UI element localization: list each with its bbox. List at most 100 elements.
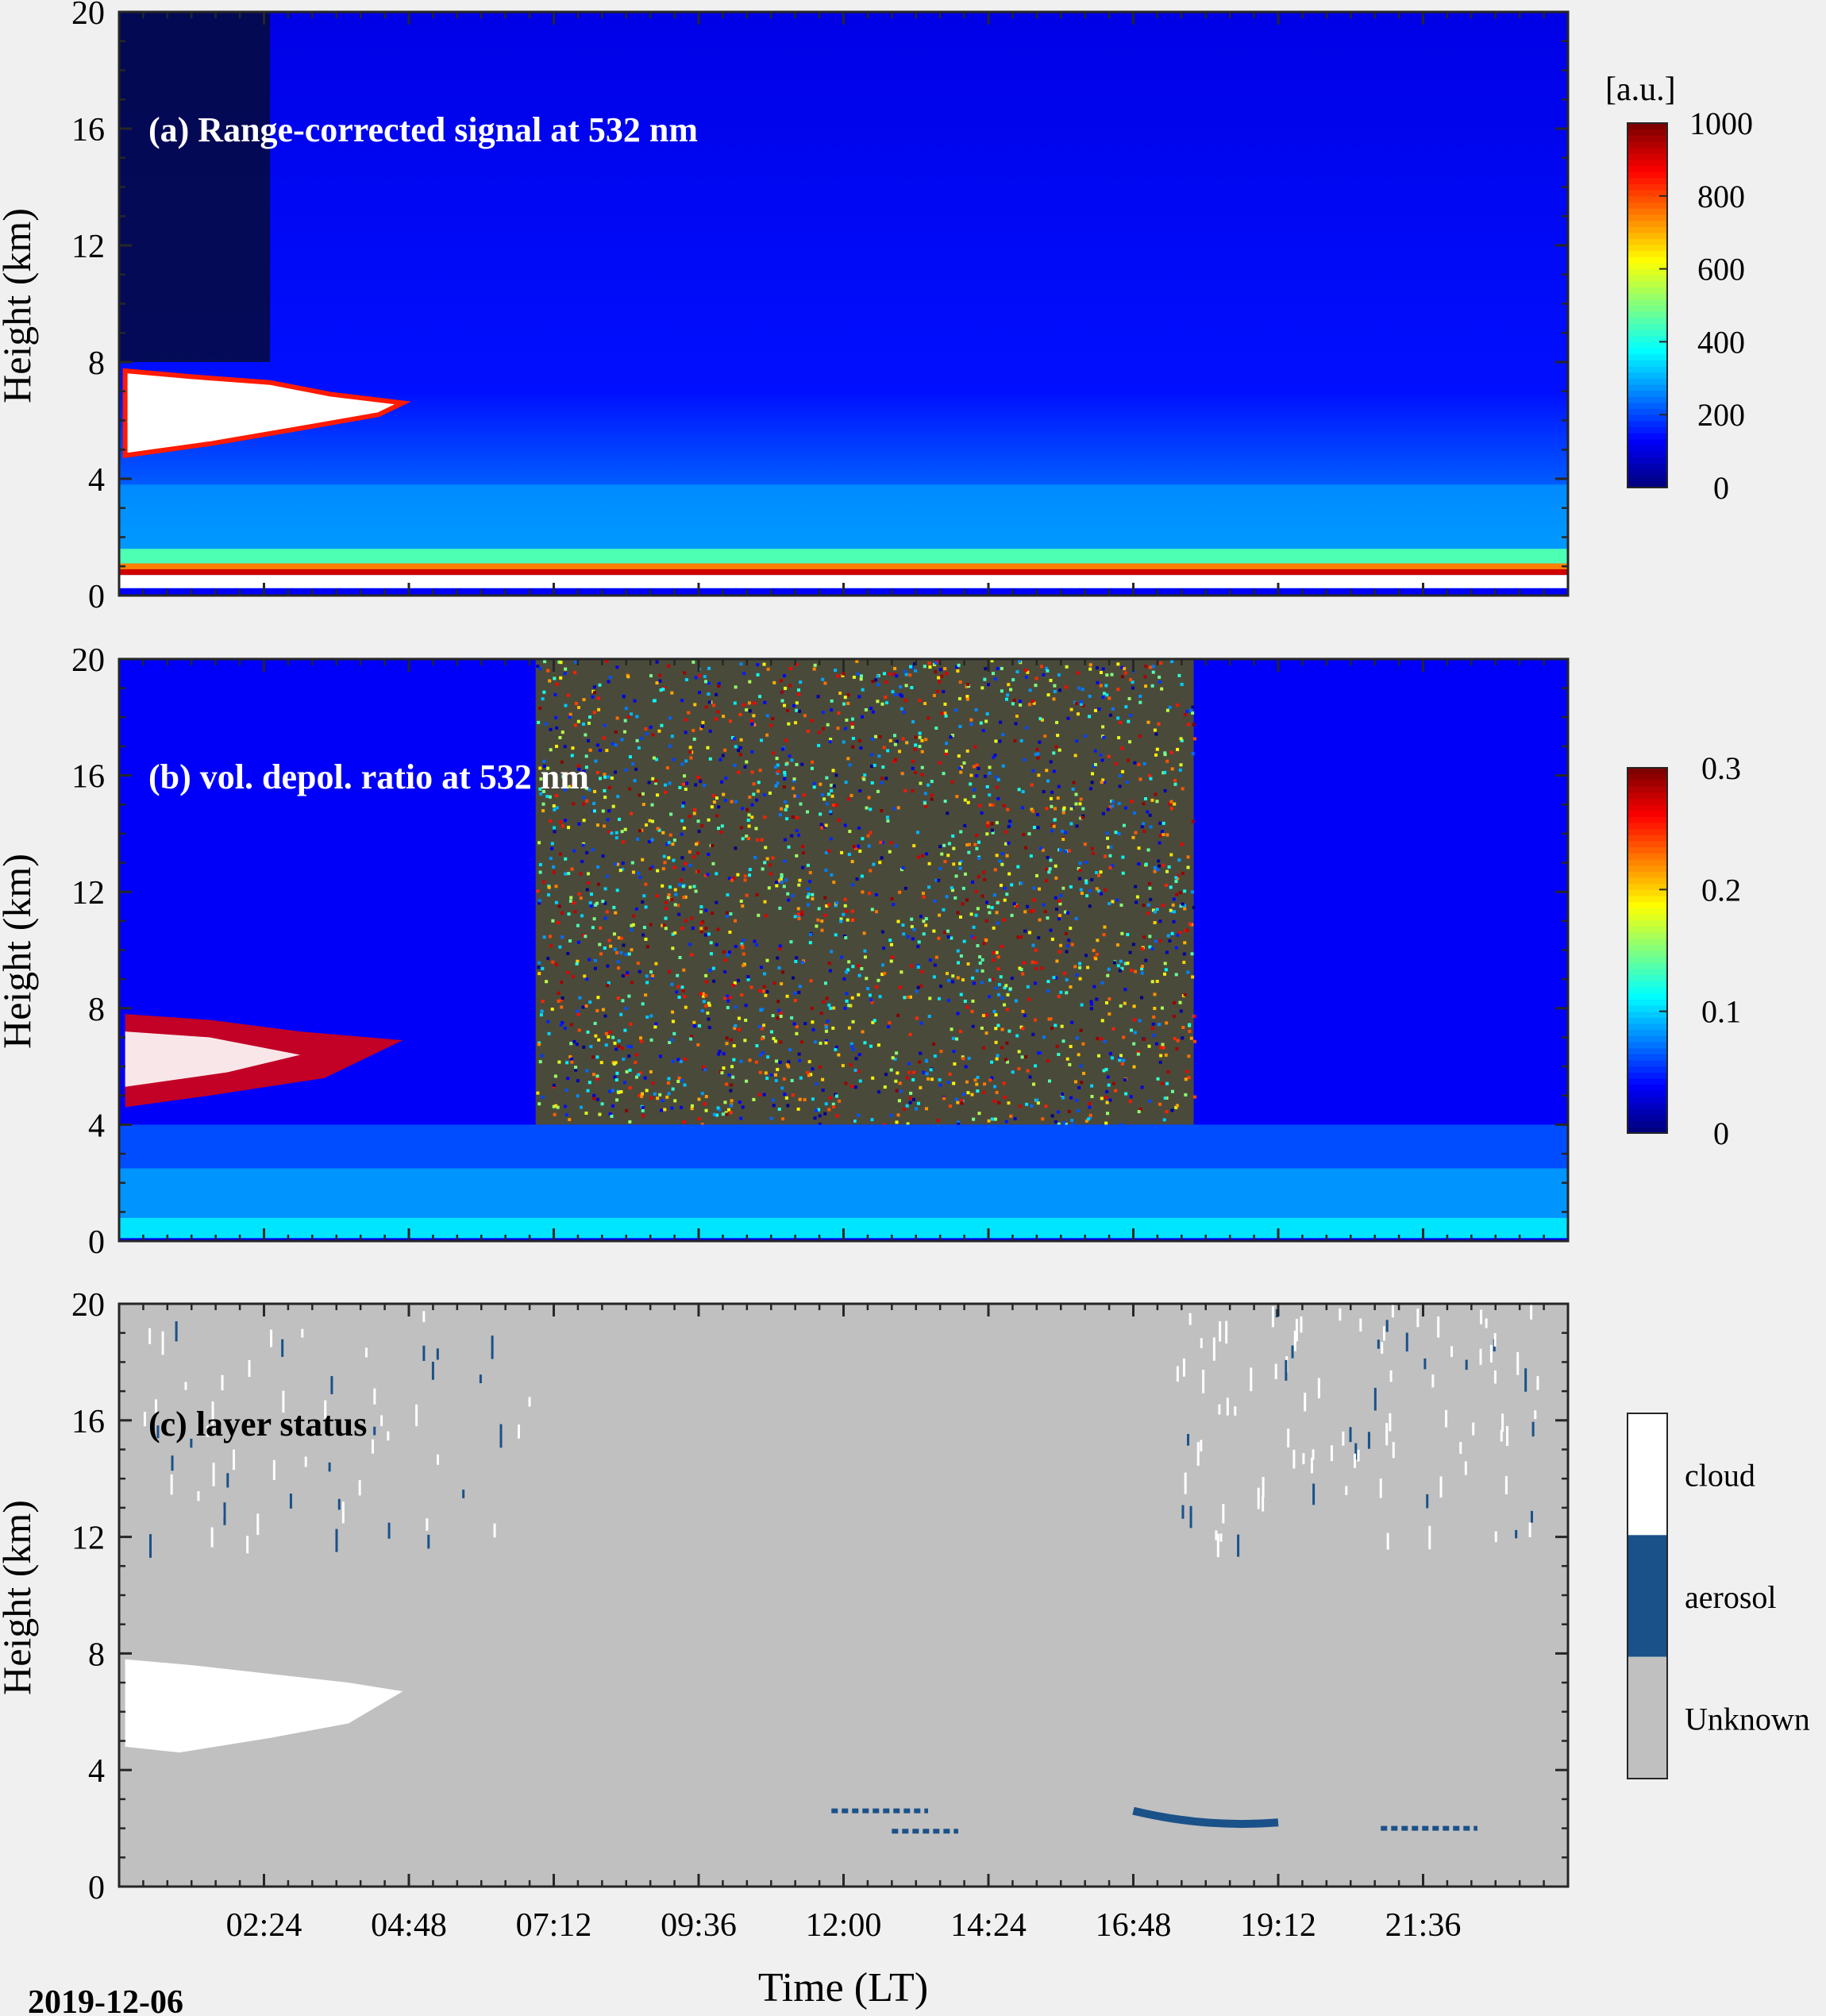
noise-pixel [584, 935, 587, 939]
noise-pixel [828, 740, 832, 744]
noise-pixel [976, 1075, 980, 1079]
noise-pixel [816, 695, 820, 699]
noise-pixel [561, 775, 565, 779]
noise-pixel [950, 936, 953, 940]
noise-pixel [1078, 877, 1082, 881]
noise-pixel [760, 1037, 764, 1041]
noise-pixel [1142, 1038, 1146, 1042]
noise-pixel [922, 932, 926, 936]
noise-pixel [1010, 913, 1014, 917]
noise-pixel [980, 1026, 984, 1030]
noise-pixel [850, 1044, 854, 1048]
noise-pixel [637, 1073, 641, 1077]
noise-pixel [1111, 1081, 1115, 1085]
noise-pixel [616, 960, 620, 964]
noise-pixel [1134, 969, 1138, 973]
detection-pixel [256, 1513, 260, 1536]
noise-pixel [564, 872, 568, 876]
noise-pixel [656, 793, 660, 797]
y-axis-label-c: Height (km) [0, 1500, 39, 1695]
noise-pixel [893, 807, 897, 811]
noise-pixel [1097, 707, 1101, 711]
noise-pixel [784, 878, 788, 882]
detection-pixel [1494, 1531, 1497, 1543]
noise-pixel [1069, 707, 1073, 711]
noise-pixel [1120, 746, 1124, 750]
noise-pixel [1180, 842, 1184, 846]
noise-pixel [851, 909, 855, 913]
noise-pixel [750, 815, 754, 819]
detection-pixel [1516, 1351, 1520, 1375]
noise-pixel [810, 719, 814, 723]
noise-pixel [697, 829, 701, 833]
noise-pixel [634, 1061, 638, 1065]
noise-pixel [978, 804, 982, 808]
noise-pixel [738, 746, 742, 750]
noise-pixel [571, 784, 575, 788]
noise-pixel [596, 865, 600, 869]
noise-pixel [909, 665, 913, 669]
noise-pixel [673, 888, 677, 892]
noise-pixel [1117, 832, 1121, 836]
noise-pixel [932, 975, 936, 979]
noise-pixel [539, 1013, 543, 1017]
detection-pixel [1353, 1453, 1356, 1468]
noise-pixel [911, 789, 915, 793]
noise-pixel [684, 788, 688, 792]
colorbar-swatch [1628, 232, 1667, 239]
noise-pixel [1035, 873, 1039, 877]
noise-pixel [942, 772, 946, 776]
noise-pixel [749, 985, 753, 989]
noise-pixel [840, 955, 844, 959]
noise-pixel [923, 665, 926, 669]
noise-pixel [634, 1053, 638, 1057]
noise-pixel [959, 993, 963, 996]
noise-pixel [834, 669, 838, 673]
colorbar-swatch [1628, 293, 1667, 300]
noise-pixel [1055, 959, 1059, 963]
noise-pixel [859, 746, 863, 750]
noise-pixel [1026, 904, 1030, 908]
noise-pixel [830, 708, 834, 712]
noise-pixel [733, 763, 737, 767]
noise-pixel [538, 787, 542, 791]
noise-pixel [830, 794, 834, 798]
noise-pixel [981, 1090, 985, 1094]
noise-pixel [1095, 953, 1099, 957]
noise-pixel [702, 1065, 706, 1069]
noise-pixel [1010, 883, 1014, 887]
noise-pixel [1019, 881, 1023, 885]
noise-pixel [993, 677, 997, 681]
noise-pixel [1005, 1041, 1009, 1045]
colorbar-swatch [1628, 926, 1667, 933]
noise-pixel [1122, 1035, 1126, 1039]
noise-pixel [1018, 966, 1022, 970]
noise-pixel [537, 841, 541, 845]
detection-pixel [272, 1459, 275, 1481]
noise-pixel [683, 1083, 687, 1087]
noise-pixel [739, 738, 743, 742]
noise-pixel [674, 892, 678, 896]
noise-pixel [853, 1119, 857, 1123]
noise-pixel [680, 927, 684, 931]
noise-pixel [754, 827, 758, 831]
noise-pixel [761, 1023, 765, 1027]
noise-pixel [1167, 865, 1171, 869]
noise-pixel [1138, 734, 1142, 738]
noise-pixel [1111, 800, 1115, 804]
noise-pixel [1182, 961, 1186, 965]
noise-pixel [1002, 918, 1006, 922]
noise-pixel [738, 753, 742, 757]
noise-pixel [794, 721, 798, 725]
noise-pixel [542, 935, 546, 939]
noise-pixel [992, 1099, 996, 1103]
noise-pixel [1046, 693, 1050, 697]
noise-pixel [1164, 968, 1168, 972]
noise-pixel [857, 1070, 861, 1074]
noise-pixel [850, 722, 854, 726]
noise-pixel [614, 836, 618, 840]
noise-pixel [1096, 1037, 1100, 1041]
noise-pixel [1054, 1120, 1057, 1124]
noise-pixel [959, 830, 963, 834]
